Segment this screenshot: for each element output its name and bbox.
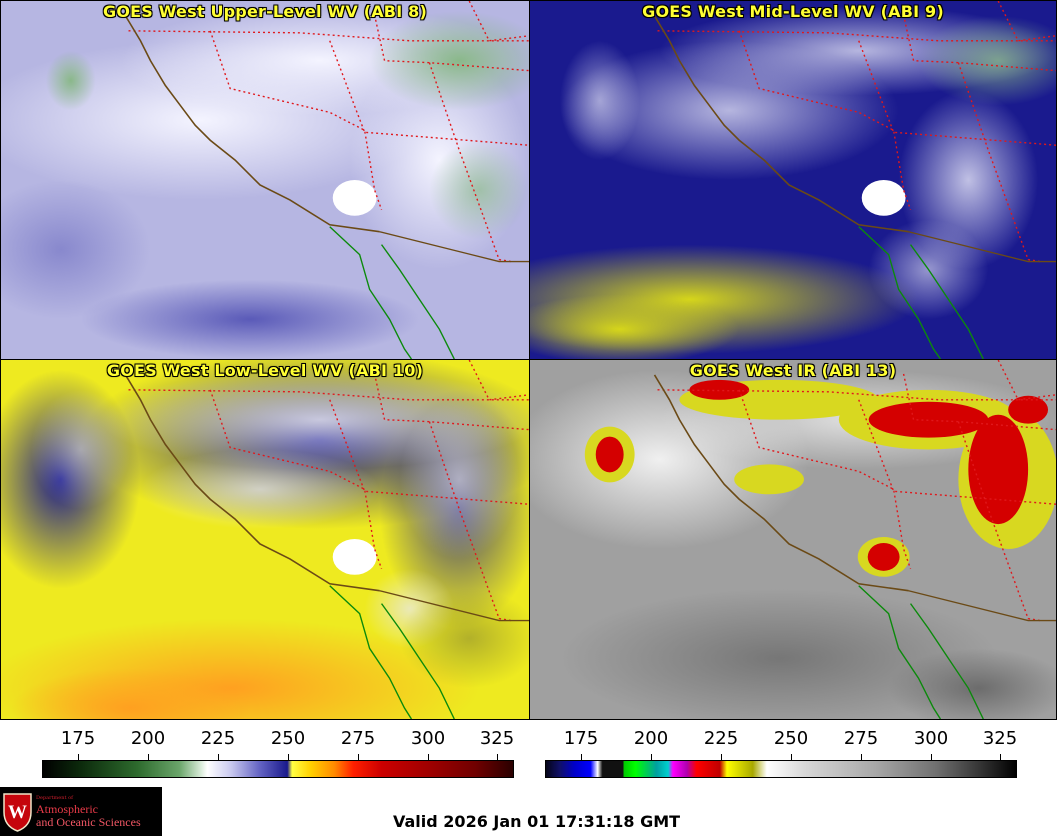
panel-title-mid-level-wv: GOES West Mid-Level WV (ABI 9) <box>642 2 944 21</box>
colorbar-ir-tick: 200 <box>633 728 669 749</box>
svg-text:W: W <box>8 802 27 823</box>
colorbar-wv-tickmarks <box>0 754 530 761</box>
uw-aos-logo: W Department of Atmospheric and Oceanic … <box>0 787 162 836</box>
colorbar-wv-tick: 325 <box>479 728 515 749</box>
colorbar-ir-tick: 175 <box>563 728 599 749</box>
colorbar-ir-tickmarks <box>0 754 1057 761</box>
mid-level-wv-image <box>530 1 1056 359</box>
panel-title-ir: GOES West IR (ABI 13) <box>689 361 897 380</box>
colorbar-wv-tick-labels: 175 200 225 250 275 300 325 <box>0 728 530 754</box>
colorbar-ir-tick-labels: 175 200 225 250 275 300 325 <box>0 728 1057 754</box>
colorbar-wv-tick: 175 <box>60 728 96 749</box>
logo-line-1: Atmospheric <box>36 802 98 816</box>
panel-low-level-wv: GOES West Low-Level WV (ABI 10) <box>0 359 530 720</box>
upper-level-wv-image <box>1 1 529 359</box>
logo-line-2: and Oceanic Sciences <box>36 815 141 829</box>
colorbar-ir-tick: 275 <box>843 728 879 749</box>
colorbar-wv-tick: 225 <box>200 728 236 749</box>
uw-crest-icon: W <box>3 793 32 832</box>
ir-image <box>530 360 1056 719</box>
colorbar-ir-tick: 225 <box>703 728 739 749</box>
colorbar-ir <box>545 760 1017 778</box>
colorbar-wv-tick: 275 <box>340 728 376 749</box>
panel-mid-level-wv: GOES West Mid-Level WV (ABI 9) <box>529 0 1057 360</box>
colorbar-wv-tick: 250 <box>270 728 306 749</box>
valid-time-label: Valid 2026 Jan 01 17:31:18 GMT <box>393 812 681 831</box>
panel-title-low-level-wv: GOES West Low-Level WV (ABI 10) <box>106 361 424 380</box>
panel-ir: GOES West IR (ABI 13) <box>529 359 1057 720</box>
colorbar-ir-tick: 325 <box>982 728 1018 749</box>
satellite-image-grid: GOES West Upper-Level WV (ABI 8) <box>0 0 1057 720</box>
low-level-wv-image <box>1 360 529 719</box>
colorbar-wv-tick: 200 <box>130 728 166 749</box>
colorbar-ir-tick: 250 <box>773 728 809 749</box>
panel-upper-level-wv: GOES West Upper-Level WV (ABI 8) <box>0 0 530 360</box>
colorbar-wv <box>42 760 514 778</box>
logo-department: Department of <box>36 795 73 801</box>
colorbar-ir-tick: 300 <box>913 728 949 749</box>
colorbar-wv-tick: 300 <box>410 728 446 749</box>
panel-title-upper-level-wv: GOES West Upper-Level WV (ABI 8) <box>103 2 427 21</box>
